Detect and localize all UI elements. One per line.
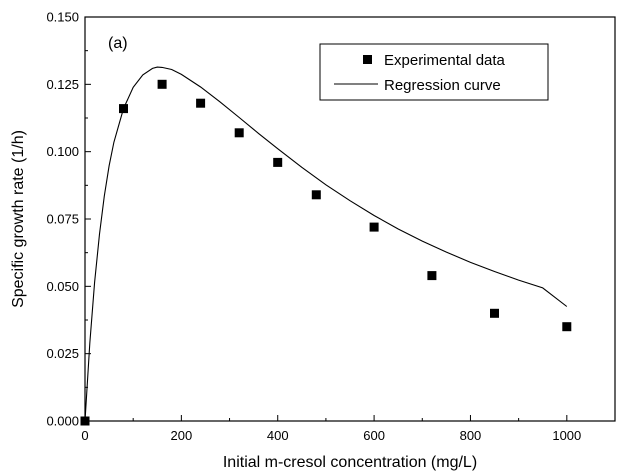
x-tick-label: 0 [81,428,88,443]
regression-curve-layer [84,66,568,422]
y-tick-label: 0.075 [46,212,79,227]
axis-tick-labels: 0 200 400 600 800 1000 0.000 0.025 0.050 0.075 0.1… [46,10,581,444]
y-tick-label: 0.100 [46,144,79,159]
data-point [490,308,499,318]
legend: Experimental data Regression curve [319,43,549,101]
x-tick-label: 400 [267,428,289,443]
x-tick-label: 200 [171,428,193,443]
y-tick-label: 0.000 [46,414,79,429]
x-tick-label: 800 [460,428,482,443]
legend-label-regression: Regression curve [384,77,501,94]
data-point [562,322,572,332]
y-tick-label: 0.125 [46,77,79,92]
legend-marker-experimental [363,55,372,64]
data-point [427,271,437,281]
y-tick-label: 0.025 [46,346,79,361]
legend-box [319,43,549,101]
data-point [369,222,379,232]
panel-label: (a) [108,35,128,52]
data-point [234,128,244,138]
x-tick-label: 600 [363,428,385,443]
data-point [157,79,167,89]
legend-label-experimental: Experimental data [384,52,506,69]
data-point [80,416,90,426]
experimental-data-layer [80,79,572,426]
data-point [119,104,128,114]
x-axis-title: Initial m-cresol concentration (mg/L) [223,454,477,471]
y-tick-label: 0.050 [46,279,79,294]
data-point [196,98,206,108]
y-axis-title: Specific growth rate (1/h) [10,130,27,308]
regression-curve [84,66,568,422]
data-point [273,157,283,167]
data-point [311,190,321,200]
x-tick-label: 1000 [552,428,581,443]
y-tick-label: 0.150 [46,10,79,25]
